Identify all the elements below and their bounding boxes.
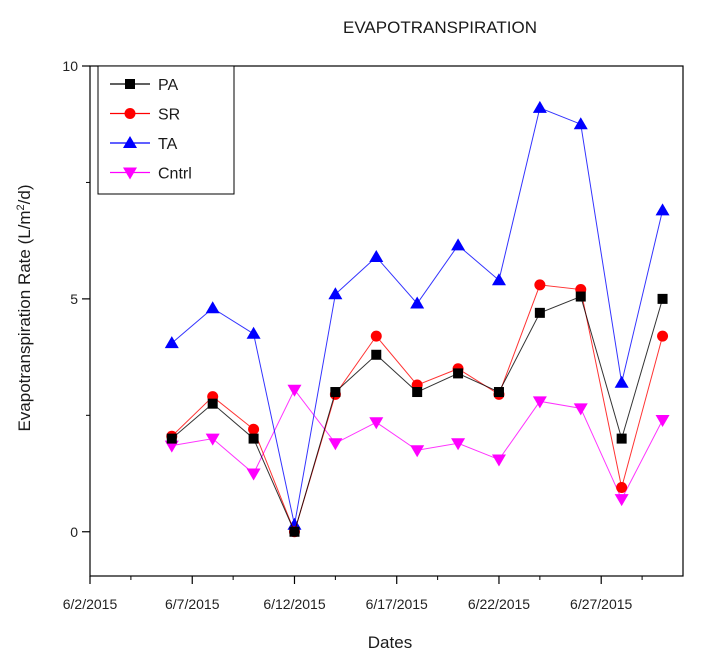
point-marker-triangle-up bbox=[614, 375, 629, 388]
series-ta bbox=[164, 100, 670, 530]
point-marker-triangle-down bbox=[287, 384, 302, 397]
point-marker-triangle-down bbox=[123, 167, 137, 180]
chart-title: EVAPOTRANSPIRATION bbox=[343, 18, 537, 37]
y-tick-label: 5 bbox=[70, 291, 78, 307]
y-axis-label-tail: /d) bbox=[15, 184, 34, 204]
series-pa bbox=[166, 291, 668, 537]
series-line-cntrl bbox=[171, 388, 663, 501]
point-marker-triangle-down bbox=[369, 417, 384, 430]
legend-label: SR bbox=[158, 107, 180, 124]
point-marker-triangle-down bbox=[246, 468, 261, 481]
x-tick-label: 6/12/2015 bbox=[263, 596, 325, 612]
point-marker-triangle-up bbox=[573, 117, 588, 130]
legend-item-cntrl: Cntrl bbox=[110, 166, 192, 183]
point-marker-triangle-up bbox=[246, 326, 261, 339]
axis-ticks: 6/2/2015 6/7/2015 6/12/2015 6/17/2015 6/22/2… bbox=[62, 58, 643, 612]
series-line-pa bbox=[171, 295, 664, 534]
point-marker-square bbox=[534, 307, 545, 318]
point-marker-square bbox=[575, 291, 586, 302]
legend-label: TA bbox=[158, 136, 178, 153]
point-marker-triangle-down bbox=[573, 403, 588, 416]
y-tick-label: 0 bbox=[70, 524, 78, 540]
series-line-sr bbox=[171, 284, 664, 534]
series-layer bbox=[164, 100, 670, 538]
legend-item-pa: PA bbox=[110, 77, 178, 94]
point-marker-triangle-up bbox=[451, 238, 466, 251]
series-cntrl bbox=[164, 384, 670, 507]
point-marker-circle bbox=[534, 279, 546, 291]
point-marker-triangle-down bbox=[655, 414, 670, 427]
y-axis-label-main: Evapotranspiration Rate (L/m bbox=[15, 210, 34, 431]
y-tick-label: 10 bbox=[62, 58, 78, 74]
point-marker-triangle-up bbox=[491, 273, 506, 286]
point-marker-square bbox=[453, 368, 464, 379]
point-marker-square bbox=[330, 387, 341, 398]
point-marker-triangle-down bbox=[205, 433, 220, 446]
plot-area: 6/2/2015 6/7/2015 6/12/2015 6/17/2015 6/22/2… bbox=[62, 58, 684, 612]
point-marker-square bbox=[657, 293, 668, 304]
x-tick-label: 6/7/2015 bbox=[165, 596, 220, 612]
point-marker-triangle-down bbox=[410, 445, 425, 458]
series-line-ta bbox=[171, 107, 664, 525]
legend-item-sr: SR bbox=[110, 107, 180, 124]
plot-frame bbox=[89, 65, 684, 577]
point-marker-circle bbox=[248, 423, 260, 435]
point-marker-square bbox=[166, 433, 177, 444]
point-marker-triangle-up bbox=[655, 203, 670, 216]
x-axis-label: Dates bbox=[368, 633, 412, 652]
point-marker-triangle-down bbox=[532, 396, 547, 409]
point-marker-square bbox=[616, 433, 627, 444]
legend: PA SR TA Cntrl bbox=[97, 65, 235, 195]
x-tick-label: 6/22/2015 bbox=[468, 596, 530, 612]
legend-item-ta: TA bbox=[110, 136, 178, 153]
point-marker-square bbox=[248, 433, 259, 444]
point-marker-square bbox=[412, 387, 423, 398]
series-sr bbox=[166, 279, 669, 538]
point-marker-circle bbox=[616, 482, 628, 494]
point-marker-square bbox=[207, 398, 218, 409]
point-marker-triangle-up bbox=[369, 249, 384, 262]
point-marker-triangle-down bbox=[328, 438, 343, 451]
point-marker-circle bbox=[657, 330, 669, 342]
point-marker-triangle-up bbox=[328, 287, 343, 300]
point-marker-triangle-down bbox=[491, 454, 506, 467]
point-marker-triangle-down bbox=[614, 494, 629, 507]
point-marker-triangle-up bbox=[123, 136, 137, 148]
point-marker-square bbox=[493, 387, 504, 398]
y-axis-label: Evapotranspiration Rate (L/m2/d) bbox=[15, 184, 34, 431]
y-axis-label-sup: 2 bbox=[15, 204, 27, 210]
point-marker-triangle-up bbox=[410, 296, 425, 309]
point-marker-circle bbox=[370, 330, 382, 342]
legend-label: PA bbox=[158, 77, 178, 94]
point-marker-triangle-down bbox=[451, 438, 466, 451]
point-marker-triangle-up bbox=[532, 100, 547, 113]
point-marker-triangle-up bbox=[205, 301, 220, 314]
legend-label: Cntrl bbox=[158, 166, 192, 183]
point-marker-square bbox=[125, 79, 135, 89]
x-tick-label: 6/17/2015 bbox=[366, 596, 428, 612]
x-tick-label: 6/2/2015 bbox=[63, 596, 118, 612]
x-tick-label: 6/27/2015 bbox=[570, 596, 632, 612]
point-marker-square bbox=[289, 526, 300, 537]
point-marker-square bbox=[371, 349, 382, 360]
point-marker-circle bbox=[124, 108, 136, 119]
point-marker-triangle-up bbox=[164, 336, 179, 349]
